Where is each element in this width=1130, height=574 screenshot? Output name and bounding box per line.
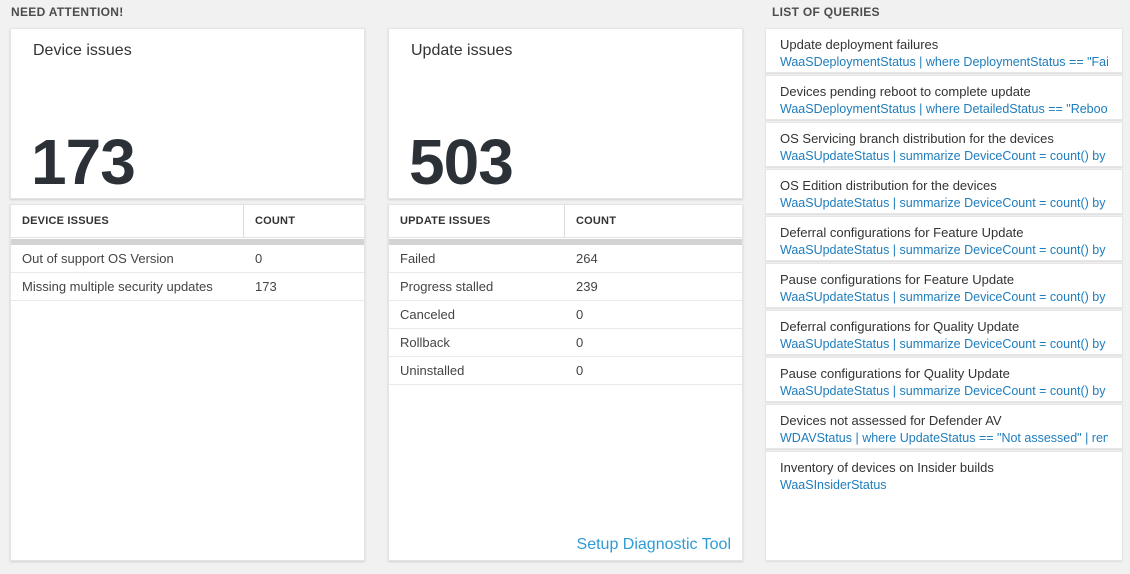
count-column-header: COUNT bbox=[576, 215, 617, 227]
query-title: Devices not assessed for Defender AV bbox=[780, 413, 1002, 428]
query-item[interactable]: OS Servicing branch distribution for the… bbox=[765, 122, 1123, 167]
query-text: WaaSUpdateStatus | summarize DeviceCount… bbox=[780, 337, 1108, 351]
device-issues-table-header: DEVICE ISSUES COUNT bbox=[11, 205, 364, 238]
query-title: Devices pending reboot to complete updat… bbox=[780, 84, 1031, 99]
list-of-queries-section-title: LIST OF QUERIES bbox=[772, 5, 880, 19]
query-item[interactable]: Pause configurations for Feature Update … bbox=[765, 263, 1123, 308]
issue-count: 0 bbox=[576, 335, 584, 350]
query-title: Update deployment failures bbox=[780, 37, 939, 52]
query-title: Inventory of devices on Insider builds bbox=[780, 460, 994, 475]
issue-name: Progress stalled bbox=[400, 279, 494, 294]
issue-name: Canceled bbox=[400, 307, 455, 322]
query-item[interactable]: OS Edition distribution for the devices … bbox=[765, 169, 1123, 214]
issue-name: Missing multiple security updates bbox=[22, 279, 213, 294]
issue-name: Uninstalled bbox=[400, 363, 465, 378]
table-separator-bar bbox=[11, 239, 364, 245]
query-title: OS Edition distribution for the devices bbox=[780, 178, 997, 193]
update-issues-table: UPDATE ISSUES COUNT Failed 264 Progress … bbox=[388, 204, 743, 561]
query-item[interactable]: Update deployment failures WaaSDeploymen… bbox=[765, 28, 1123, 73]
query-text: WaaSUpdateStatus | summarize DeviceCount… bbox=[780, 149, 1108, 163]
query-item[interactable]: Deferral configurations for Quality Upda… bbox=[765, 310, 1123, 355]
table-row[interactable]: Missing multiple security updates 173 bbox=[11, 273, 364, 301]
setup-diagnostic-tool-link[interactable]: Setup Diagnostic Tool bbox=[576, 536, 731, 553]
need-attention-section-title: NEED ATTENTION! bbox=[11, 5, 124, 19]
query-item[interactable]: Pause configurations for Quality Update … bbox=[765, 357, 1123, 402]
update-issues-tile[interactable]: Update issues 503 bbox=[388, 28, 743, 199]
table-row[interactable]: Canceled 0 bbox=[389, 301, 742, 329]
device-issues-count: 173 bbox=[31, 126, 136, 198]
query-title: Pause configurations for Feature Update bbox=[780, 272, 1015, 287]
query-item[interactable]: Inventory of devices on Insider builds W… bbox=[765, 451, 1123, 561]
issue-count: 0 bbox=[576, 363, 584, 378]
issue-count: 264 bbox=[576, 251, 598, 266]
issue-count: 0 bbox=[576, 307, 584, 322]
query-item[interactable]: Devices pending reboot to complete updat… bbox=[765, 75, 1123, 120]
device-issues-column-header: DEVICE ISSUES bbox=[11, 205, 244, 237]
table-row[interactable]: Progress stalled 239 bbox=[389, 273, 742, 301]
issue-count: 0 bbox=[255, 251, 263, 266]
update-issues-count: 503 bbox=[409, 126, 514, 198]
query-text: WaaSDeploymentStatus | where DetailedSta… bbox=[780, 102, 1108, 116]
table-row[interactable]: Uninstalled 0 bbox=[389, 357, 742, 385]
update-issues-column-header: UPDATE ISSUES bbox=[389, 205, 565, 237]
issue-count: 239 bbox=[576, 279, 598, 294]
update-issues-table-header: UPDATE ISSUES COUNT bbox=[389, 205, 742, 238]
update-issues-tile-title: Update issues bbox=[411, 42, 513, 59]
query-text: WaaSUpdateStatus | summarize DeviceCount… bbox=[780, 384, 1108, 398]
query-title: Pause configurations for Quality Update bbox=[780, 366, 1010, 381]
query-item[interactable]: Devices not assessed for Defender AV WDA… bbox=[765, 404, 1123, 449]
issue-name: Rollback bbox=[400, 335, 450, 350]
query-text: WaaSUpdateStatus | summarize DeviceCount… bbox=[780, 290, 1108, 304]
query-text: WaaSUpdateStatus | summarize DeviceCount… bbox=[780, 243, 1108, 257]
issue-name: Out of support OS Version bbox=[22, 251, 174, 266]
device-issues-tile-title: Device issues bbox=[33, 42, 132, 59]
table-row[interactable]: Rollback 0 bbox=[389, 329, 742, 357]
table-row[interactable]: Out of support OS Version 0 bbox=[11, 245, 364, 273]
query-text: WaaSUpdateStatus | summarize DeviceCount… bbox=[780, 196, 1108, 210]
query-text: WDAVStatus | where UpdateStatus == "Not … bbox=[780, 431, 1108, 445]
table-separator-bar bbox=[389, 239, 742, 245]
query-text: WaaSDeploymentStatus | where DeploymentS… bbox=[780, 55, 1108, 69]
issue-name: Failed bbox=[400, 251, 436, 266]
device-issues-table: DEVICE ISSUES COUNT Out of support OS Ve… bbox=[10, 204, 365, 561]
query-title: Deferral configurations for Feature Upda… bbox=[780, 225, 1024, 240]
count-column-header: COUNT bbox=[255, 215, 296, 227]
issue-count: 173 bbox=[255, 279, 277, 294]
query-title: Deferral configurations for Quality Upda… bbox=[780, 319, 1020, 334]
query-text: WaaSInsiderStatus bbox=[780, 478, 887, 492]
table-row[interactable]: Failed 264 bbox=[389, 245, 742, 273]
list-of-queries-panel: Update deployment failures WaaSDeploymen… bbox=[765, 28, 1123, 561]
device-issues-tile[interactable]: Device issues 173 bbox=[10, 28, 365, 199]
query-item[interactable]: Deferral configurations for Feature Upda… bbox=[765, 216, 1123, 261]
query-title: OS Servicing branch distribution for the… bbox=[780, 131, 1054, 146]
